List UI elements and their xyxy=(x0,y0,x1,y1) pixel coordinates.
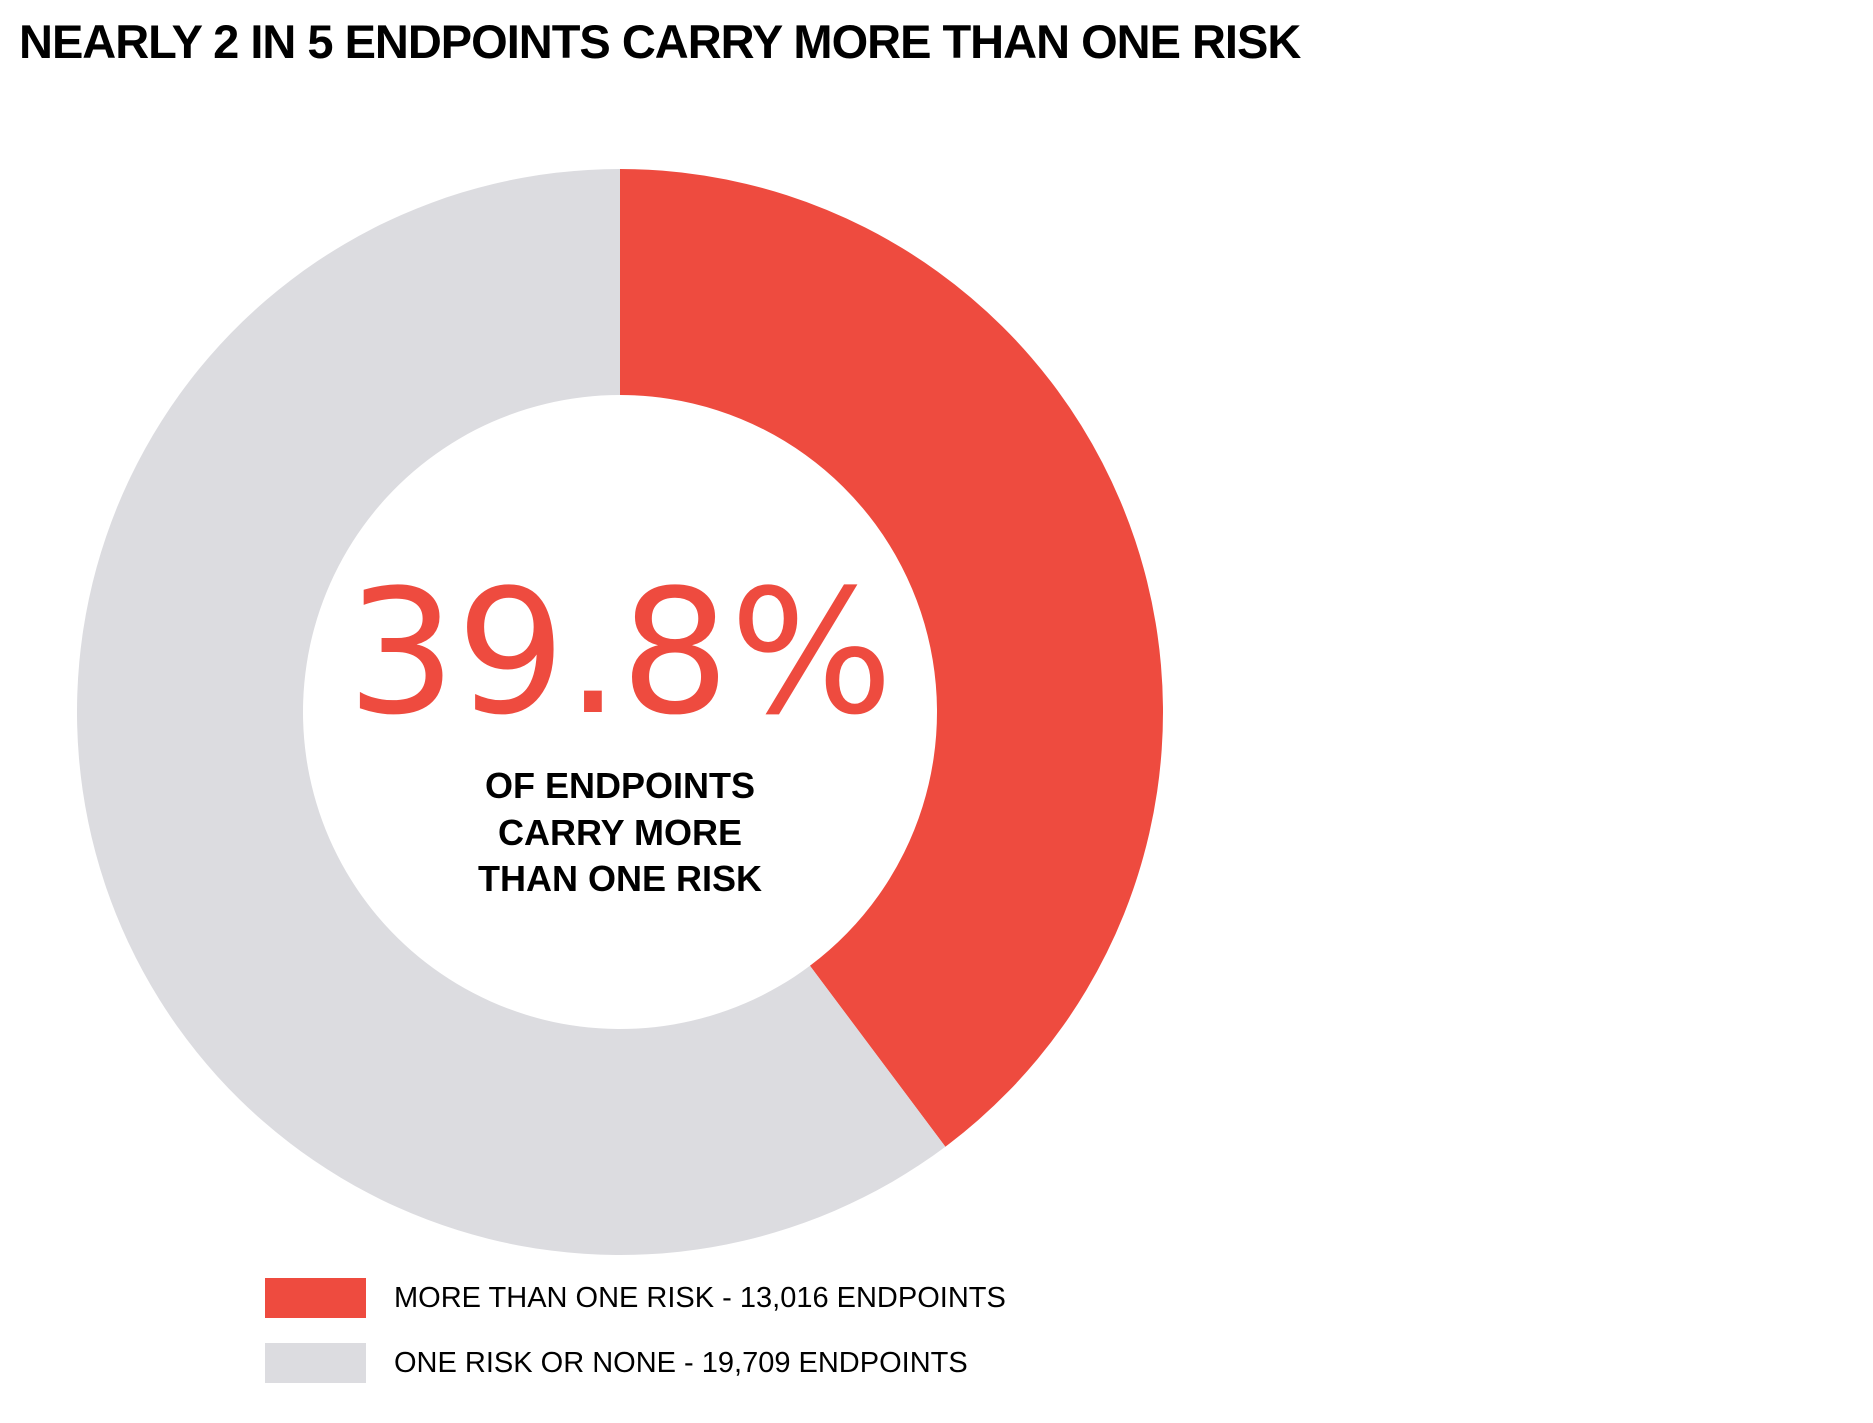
donut-slice-more-than-one-risk xyxy=(620,169,1163,1147)
center-caption-line-2: CARRY MORE xyxy=(498,812,742,853)
legend-swatch-one-risk-or-none xyxy=(265,1343,366,1383)
center-percentage: 39.8% xyxy=(347,552,893,753)
center-caption-line-1: OF ENDPOINTS xyxy=(485,765,755,806)
donut-slices xyxy=(77,169,1163,1255)
legend-item-one-risk-or-none: ONE RISK OR NONE - 19,709 ENDPOINTS xyxy=(265,1343,1006,1383)
legend: MORE THAN ONE RISK - 13,016 ENDPOINTS ON… xyxy=(265,1278,1006,1408)
legend-label-more-than-one-risk: MORE THAN ONE RISK - 13,016 ENDPOINTS xyxy=(394,1281,1006,1314)
chart-title: NEARLY 2 IN 5 ENDPOINTS CARRY MORE THAN … xyxy=(19,15,1301,68)
legend-label-one-risk-or-none: ONE RISK OR NONE - 19,709 ENDPOINTS xyxy=(394,1346,968,1379)
legend-item-more-than-one-risk: MORE THAN ONE RISK - 13,016 ENDPOINTS xyxy=(265,1278,1006,1318)
center-caption-line-3: THAN ONE RISK xyxy=(478,858,762,899)
donut-slice-one-risk-or-none xyxy=(77,169,946,1255)
legend-swatch-more-than-one-risk xyxy=(265,1278,366,1318)
